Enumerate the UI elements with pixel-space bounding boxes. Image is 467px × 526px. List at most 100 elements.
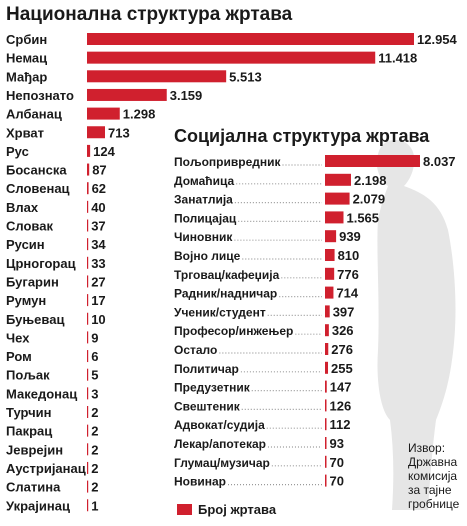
national-category-label: Пољак [6, 368, 50, 383]
national-value-label: 2 [91, 442, 98, 457]
national-value-label: 5 [91, 368, 98, 383]
national-bar [87, 331, 89, 344]
national-value-label: 10 [91, 312, 105, 327]
national-category-label: Украјинац [6, 498, 70, 513]
social-category-label: Пољопривредник [174, 155, 281, 169]
national-bar [87, 480, 89, 493]
national-value-label: 12.954 [417, 32, 458, 47]
social-category-label: Свештеник [174, 399, 241, 413]
social-value-label: 1.565 [346, 210, 379, 225]
national-bar [87, 200, 89, 213]
national-category-label: Бугарин [6, 274, 59, 289]
social-category-label: Домаћица [174, 174, 234, 188]
national-category-label: Мађар [6, 69, 47, 84]
source-note-line: за тајне [408, 483, 452, 497]
social-bar [325, 437, 327, 449]
national-value-label: 40 [91, 200, 105, 215]
national-category-label: Албанац [6, 107, 62, 122]
social-category-label: Политичар [174, 362, 239, 376]
national-value-label: 1.298 [123, 107, 156, 122]
social-bar [325, 155, 420, 167]
national-bar [87, 312, 89, 325]
national-category-label: Ром [6, 349, 32, 364]
social-value-label: 112 [330, 417, 351, 432]
national-value-label: 5.513 [229, 69, 262, 84]
national-category-label: Аустријанац [6, 461, 86, 476]
national-bar [87, 70, 227, 83]
social-bar [325, 267, 335, 280]
source-note-line: Извор: [408, 441, 445, 455]
social-value-label: 810 [338, 248, 360, 263]
national-bar [87, 144, 91, 157]
social-value-label: 326 [332, 323, 354, 338]
national-value-label: 2 [91, 461, 98, 476]
national-value-label: 713 [108, 125, 130, 140]
social-category-label: Предузетник [174, 381, 251, 395]
national-value-label: 1 [91, 498, 98, 513]
national-value-label: 27 [91, 274, 105, 289]
social-category-label: Чиновник [174, 230, 233, 244]
national-bar [87, 461, 89, 474]
national-value-label: 2 [91, 424, 98, 439]
social-category-label: Трговац/кафеџија [174, 268, 280, 282]
social-category-label: Лекар/апотекар [174, 437, 266, 451]
national-value-label: 62 [92, 181, 106, 196]
social-bar [325, 380, 327, 393]
national-category-label: Јеврејин [6, 442, 63, 457]
social-category-label: Професор/инжењер [174, 324, 293, 338]
national-value-label: 17 [91, 293, 105, 308]
national-value-label: 124 [93, 144, 115, 159]
national-value-label: 34 [91, 237, 106, 252]
social-value-label: 8.037 [423, 154, 456, 169]
national-category-label: Рус [6, 144, 29, 159]
national-value-label: 87 [92, 163, 106, 178]
social-value-label: 255 [331, 361, 353, 376]
social-category-label: Занатлија [174, 193, 233, 207]
legend-swatch [177, 504, 192, 515]
national-value-label: 2 [91, 405, 98, 420]
social-bar [325, 474, 327, 487]
social-value-label: 93 [330, 436, 344, 451]
social-bar [325, 399, 327, 412]
national-category-label: Буњевац [6, 312, 64, 327]
national-bar [87, 443, 89, 456]
social-bar [325, 286, 334, 299]
source-note-line: комисија [408, 469, 457, 483]
national-value-label: 33 [91, 256, 105, 271]
social-bar [325, 230, 337, 243]
social-category-label: Ученик/студент [174, 305, 266, 319]
national-bar [87, 499, 89, 512]
national-category-label: Словак [6, 219, 53, 234]
national-bar [87, 88, 167, 101]
social-value-label: 70 [330, 474, 344, 489]
national-category-label: Русин [6, 237, 45, 252]
social-value-label: 714 [336, 286, 358, 301]
social-bar [325, 455, 327, 468]
national-category-label: Непознато [6, 88, 74, 103]
social-category-label: Глумац/музичар [174, 456, 270, 470]
social-bar [325, 249, 335, 261]
social-bar [325, 324, 329, 337]
social-bar [325, 343, 329, 355]
national-bar [87, 368, 89, 381]
national-bar [87, 51, 376, 64]
national-bar [87, 107, 120, 120]
social-value-label: 126 [330, 398, 352, 413]
national-chart-title: Национална структура жртава [6, 4, 293, 25]
national-bar [87, 163, 90, 176]
national-category-label: Чех [6, 330, 30, 345]
source-note-line: гробнице [408, 497, 460, 511]
national-value-label: 37 [91, 219, 105, 234]
social-category-label: Адвокат/судија [174, 418, 265, 432]
social-category-label: Остало [174, 343, 217, 357]
social-bar [325, 305, 330, 318]
social-bar [325, 211, 344, 224]
national-value-label: 6 [91, 349, 98, 364]
national-category-label: Турчин [6, 405, 52, 420]
national-bar [87, 238, 89, 251]
social-bar [325, 192, 350, 205]
social-bar [325, 173, 351, 186]
national-bar [87, 219, 89, 232]
social-value-label: 776 [337, 267, 359, 282]
